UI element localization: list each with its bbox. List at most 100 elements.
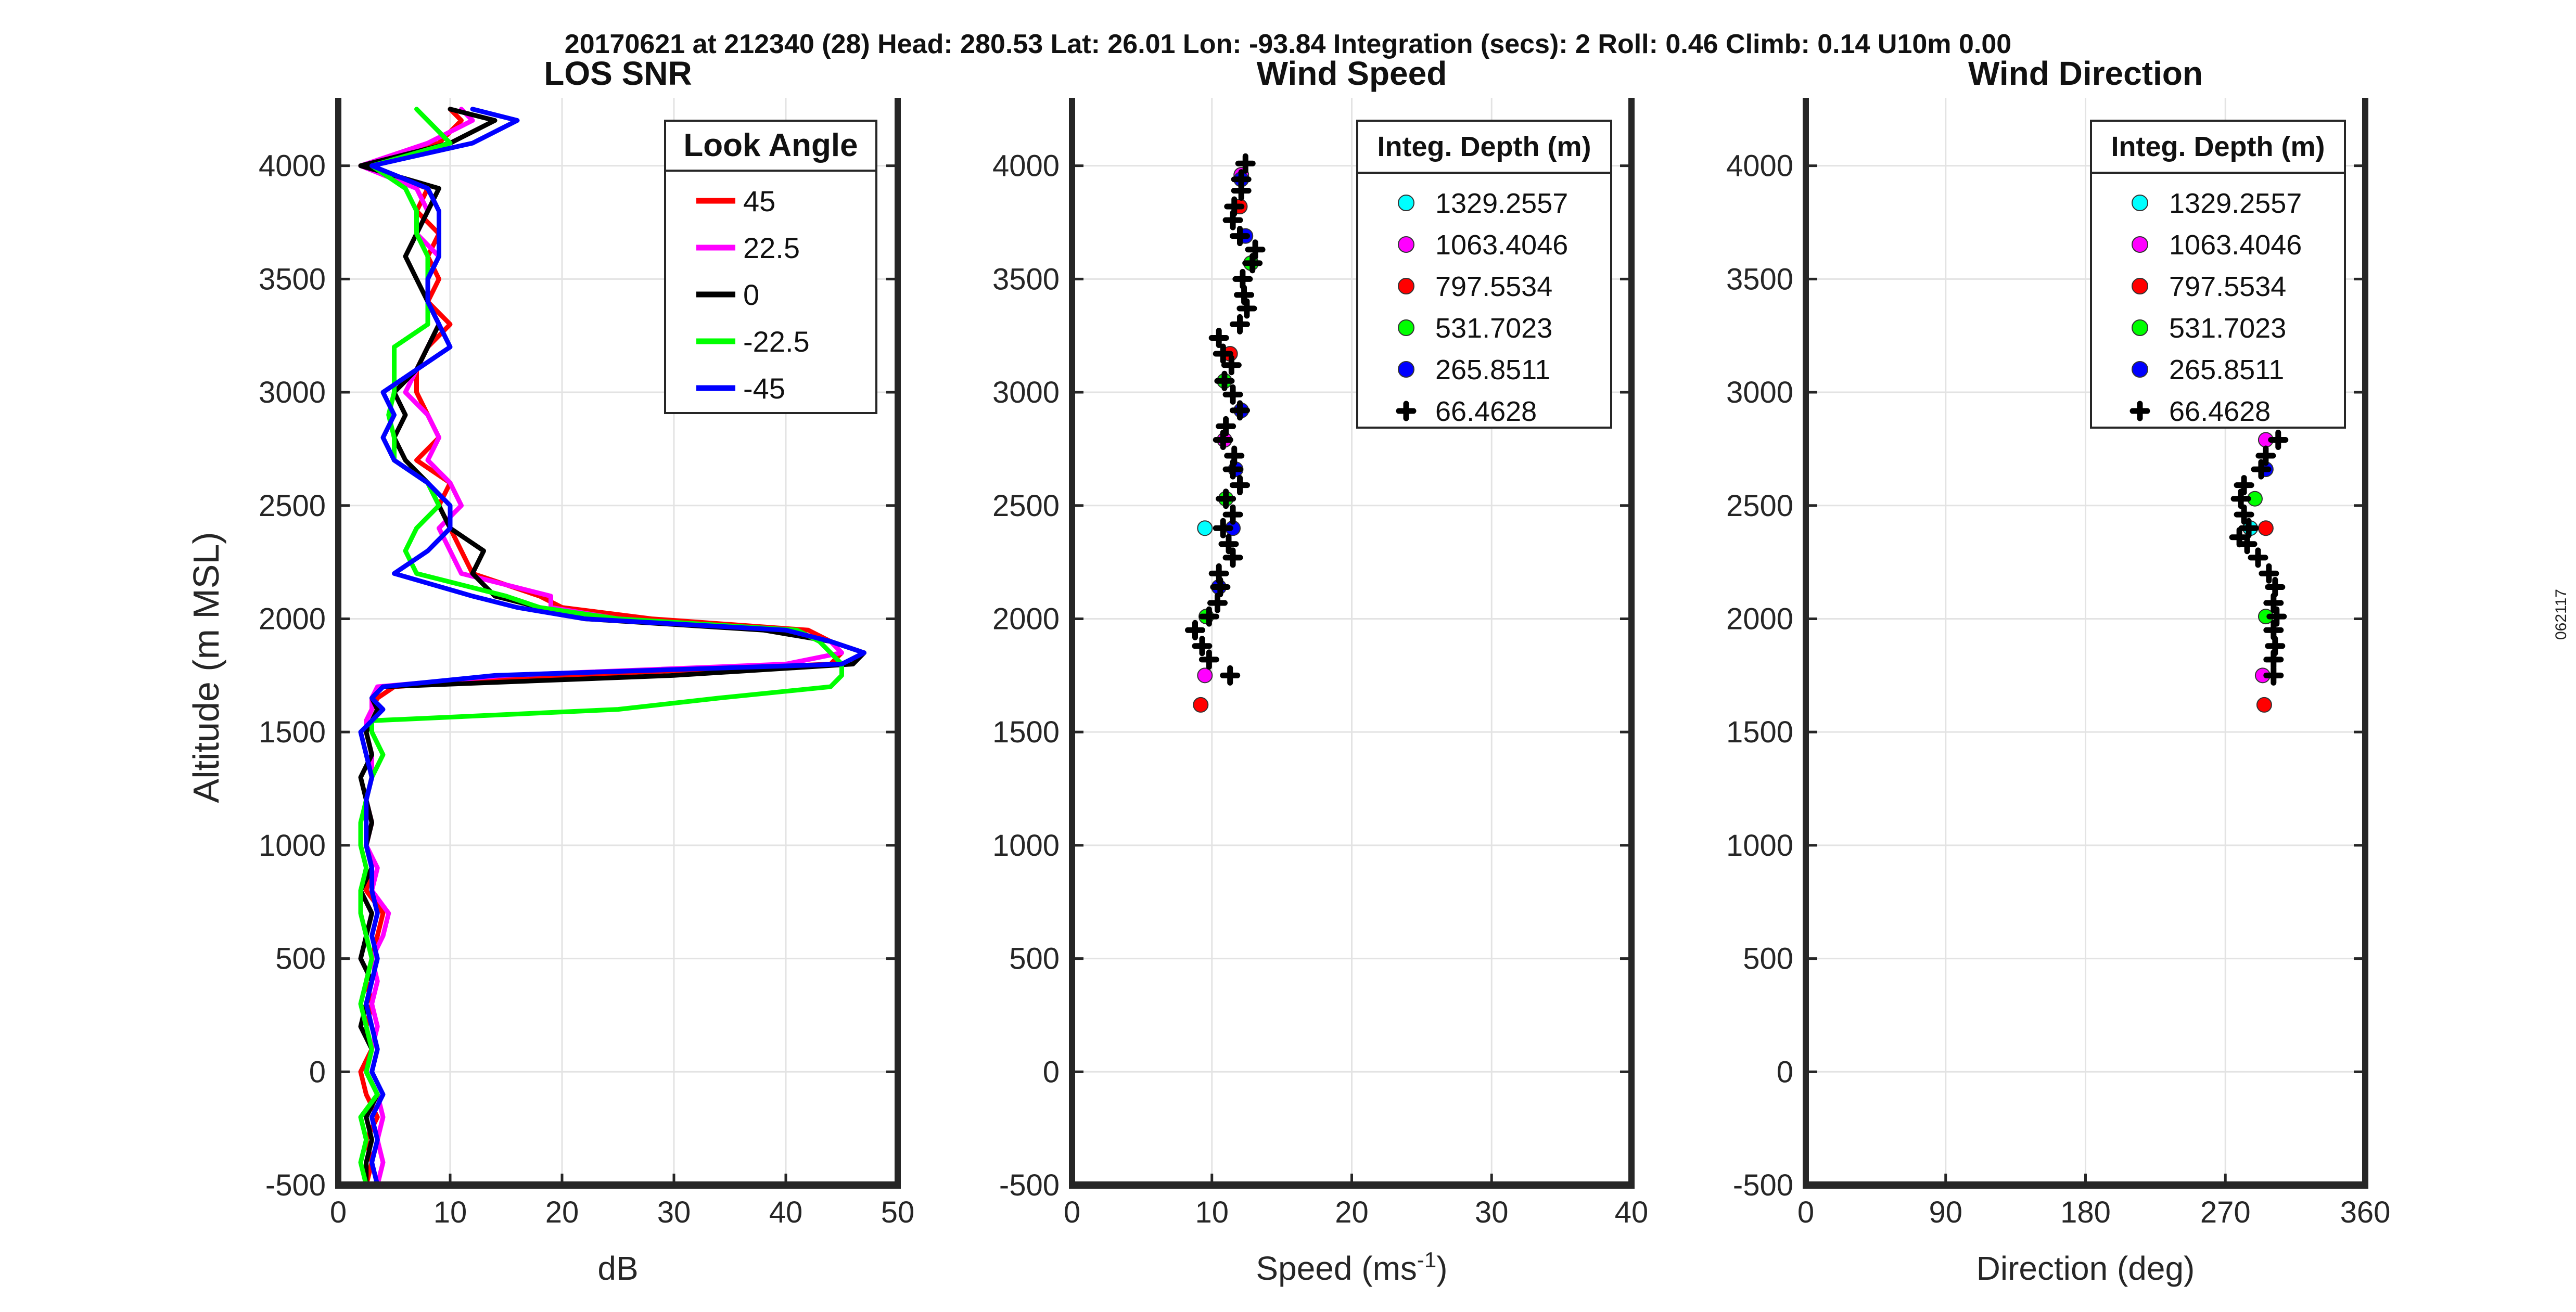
y-tick-label: 3000 <box>259 376 326 409</box>
data-point-plus <box>2265 577 2286 597</box>
legend-item: 45 <box>696 185 775 217</box>
y-tick-label: 3500 <box>992 262 1060 296</box>
x-tick-label: 10 <box>1195 1195 1229 1229</box>
x-tick-label: 30 <box>657 1195 691 1229</box>
data-point-plus <box>1221 355 1242 376</box>
data-point-plus <box>2238 518 2259 538</box>
legend-item: 797.5534 <box>1398 271 1552 302</box>
legend-label: 66.4628 <box>2169 396 2271 427</box>
x-tick-label: 40 <box>1615 1195 1649 1229</box>
data-point-plus <box>1213 343 1233 364</box>
legend-label: 66.4628 <box>1435 396 1537 427</box>
chart-panel-3: 0 90 180 270 360-500050010001500200025003000… <box>1726 55 2390 1287</box>
y-tick-label: 500 <box>275 942 326 976</box>
data-point-plus <box>1222 547 1243 568</box>
legend-item: -45 <box>696 372 785 405</box>
x-tick-label: 30 <box>1475 1195 1509 1229</box>
y-axis-label: Altitude (m MSL) <box>186 532 226 803</box>
y-tick-label: 500 <box>1743 942 1793 976</box>
chart-panel-2: 0 10 20 30 40-500050010001500200025003000350… <box>992 55 1648 1287</box>
data-point-plus <box>1192 636 1213 657</box>
legend-swatch <box>2132 361 2148 378</box>
y-tick-label: 1000 <box>259 829 326 863</box>
data-point-plus <box>1208 328 1229 349</box>
legend-label: 0 <box>743 278 759 311</box>
data-point-plus <box>1230 314 1250 335</box>
data-point-plus <box>1214 370 1235 391</box>
legend-item: 265.8511 <box>2132 354 2284 385</box>
data-point-plus <box>2230 488 2251 509</box>
legend-label: 1329.2557 <box>2169 188 2302 219</box>
axes: 0 10 20 30 40 50-5000500100015002000250030003… <box>259 98 914 1229</box>
data-point-1329.2557 <box>1197 520 1213 536</box>
legend-label: 1329.2557 <box>1435 188 1568 219</box>
x-tick-label: 90 <box>1929 1195 1962 1229</box>
legend-item: 66.4628 <box>1396 396 1537 427</box>
y-tick-label: 3000 <box>992 376 1060 409</box>
data-point-plus <box>1216 416 1236 436</box>
legend: Integ. Depth (m) 1329.2557 1063.4046 797.55… <box>1356 120 1612 429</box>
data-point-plus <box>1220 665 1241 686</box>
y-tick-label: 0 <box>1777 1055 1793 1089</box>
data-point-plus <box>1222 504 1243 525</box>
legend-item: 531.7023 <box>1398 313 1552 344</box>
legend-swatch <box>1398 236 1414 253</box>
x-tick-label: 0 <box>1064 1195 1080 1229</box>
y-tick-label: 3000 <box>1726 376 1793 409</box>
x-tick-label: 50 <box>881 1195 915 1229</box>
x-tick-label: 20 <box>545 1195 579 1229</box>
plot-data <box>1185 153 1266 713</box>
data-point-plus <box>1235 153 1256 174</box>
y-tick-label: 3500 <box>259 262 326 296</box>
legend-swatch <box>2132 195 2148 211</box>
data-point-plus <box>1230 400 1250 421</box>
data-point-plus <box>1213 429 1233 450</box>
data-point-plus <box>1231 169 1252 190</box>
legend-item: 0 <box>696 278 759 311</box>
legend-label: 265.8511 <box>2169 354 2284 385</box>
y-tick-label: -500 <box>1733 1168 1793 1202</box>
data-point-plus <box>1224 445 1245 466</box>
data-point-plus <box>1222 384 1243 405</box>
legend-item: 531.7023 <box>2132 313 2286 344</box>
chart-title: Wind Direction <box>1968 55 2203 92</box>
figure-header: 20170621 at 212340 (28) Head: 280.53 Lat… <box>564 29 2012 59</box>
y-tick-label: 0 <box>309 1055 326 1089</box>
y-tick-label: 1500 <box>1726 715 1793 749</box>
y-tick-label: 1000 <box>1726 829 1793 863</box>
data-point-plus <box>1224 196 1245 217</box>
legend-item: 1329.2557 <box>2132 188 2302 219</box>
x-tick-label: 20 <box>1335 1195 1369 1229</box>
data-point-plus <box>2255 445 2276 466</box>
data-point-plus <box>2265 636 2286 657</box>
y-tick-label: 3500 <box>1726 262 1793 296</box>
y-tick-label: 1500 <box>992 715 1060 749</box>
x-tick-label: 10 <box>433 1195 467 1229</box>
x-tick-label: 40 <box>769 1195 803 1229</box>
legend-item: -22.5 <box>696 325 810 358</box>
legend-item: 265.8511 <box>1398 354 1550 385</box>
plot-data <box>358 107 866 1188</box>
legend-title: Integ. Depth (m) <box>2111 131 2325 162</box>
data-point-plus <box>1198 606 1219 627</box>
data-point-plus <box>1230 475 1250 496</box>
data-point-plus <box>1208 563 1229 584</box>
legend: Look Angle 45 22.5 0 -22.5 -45 <box>664 120 877 414</box>
legend-label: -22.5 <box>743 325 810 358</box>
y-tick-label: 0 <box>1043 1055 1060 1089</box>
legend-item: 1063.4046 <box>1398 229 1568 261</box>
legend-swatch <box>2132 236 2148 253</box>
legend: Integ. Depth (m) 1329.2557 1063.4046 797.55… <box>2090 120 2346 429</box>
data-point-797.5534 <box>1193 697 1209 713</box>
x-axis-label-superscript: -1 <box>1417 1247 1436 1272</box>
y-tick-label: 2500 <box>259 489 326 523</box>
legend-label: 45 <box>743 185 775 217</box>
legend-swatch <box>1398 195 1414 211</box>
figure-id-label: 062117 <box>2553 589 2570 640</box>
y-tick-label: 2000 <box>259 602 326 636</box>
x-tick-label: 0 <box>1797 1195 1814 1229</box>
y-tick-label: -500 <box>265 1168 326 1202</box>
series-line--45 <box>358 107 866 1188</box>
legend-label: 265.8511 <box>1435 354 1550 385</box>
plot-data <box>2229 429 2289 713</box>
